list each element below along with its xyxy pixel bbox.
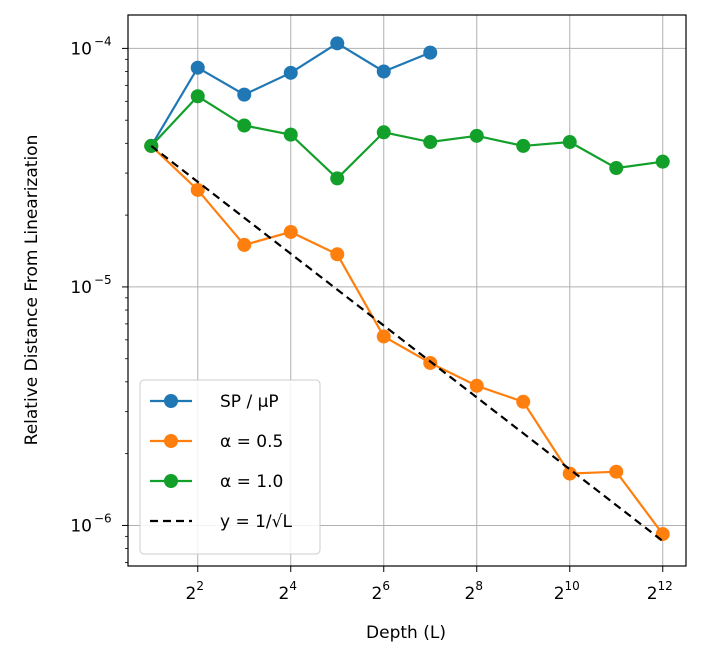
data-point — [190, 89, 205, 104]
data-point — [423, 135, 438, 150]
legend-label: y = 1/√L — [220, 512, 292, 532]
data-point — [655, 154, 670, 169]
legend-box — [139, 379, 321, 555]
legend-label: SP / μP — [220, 392, 279, 412]
y-tick-label: 10 — [70, 516, 92, 536]
data-point — [330, 247, 345, 262]
series-line — [150, 94, 663, 180]
x-axis-label: Depth (L) — [366, 623, 446, 643]
data-point — [609, 464, 624, 479]
legend-label: α = 0.5 — [220, 432, 283, 452]
data-point — [283, 127, 298, 142]
x-tick-label: 210 — [554, 579, 580, 604]
data-point — [190, 60, 205, 75]
data-point — [283, 224, 298, 239]
plot-frame — [127, 14, 687, 567]
legend-marker — [164, 394, 178, 408]
data-point — [330, 36, 345, 51]
data-point — [283, 65, 298, 80]
data-point — [655, 527, 670, 542]
data-point — [516, 138, 531, 153]
y-tick-exponent: −5 — [94, 273, 112, 287]
legend-label: α = 1.0 — [220, 472, 283, 492]
data-point — [190, 182, 205, 197]
series-3 — [150, 145, 664, 542]
series-2 — [144, 89, 670, 186]
legend: SP / μP α = 0.5 α = 1.0 y = 1/√L — [139, 379, 321, 555]
series-line — [150, 145, 664, 535]
data-point — [423, 355, 438, 370]
y-tick-label: 10 — [70, 39, 92, 59]
data-point — [237, 237, 252, 252]
data-point — [562, 135, 577, 150]
grid-layer — [128, 15, 686, 566]
data-point — [609, 161, 624, 176]
data-point — [376, 64, 391, 79]
data-point — [562, 466, 577, 481]
data-point — [469, 378, 484, 393]
data-point — [376, 329, 391, 344]
y-tick-exponent: −6 — [94, 511, 112, 525]
legend-marker — [164, 474, 178, 488]
data-point — [376, 125, 391, 140]
data-point — [237, 118, 252, 133]
y-tick-exponent: −4 — [94, 34, 112, 48]
data-point — [469, 128, 484, 143]
legend-marker — [164, 434, 178, 448]
data-point — [330, 171, 345, 186]
series-layer — [144, 36, 670, 542]
data-point — [237, 87, 252, 102]
y-axis-label: Relative Distance From Linearization — [22, 135, 42, 446]
data-point — [516, 394, 531, 409]
data-point — [423, 45, 438, 60]
series-line — [150, 145, 664, 542]
y-tick-label: 10 — [70, 278, 92, 298]
